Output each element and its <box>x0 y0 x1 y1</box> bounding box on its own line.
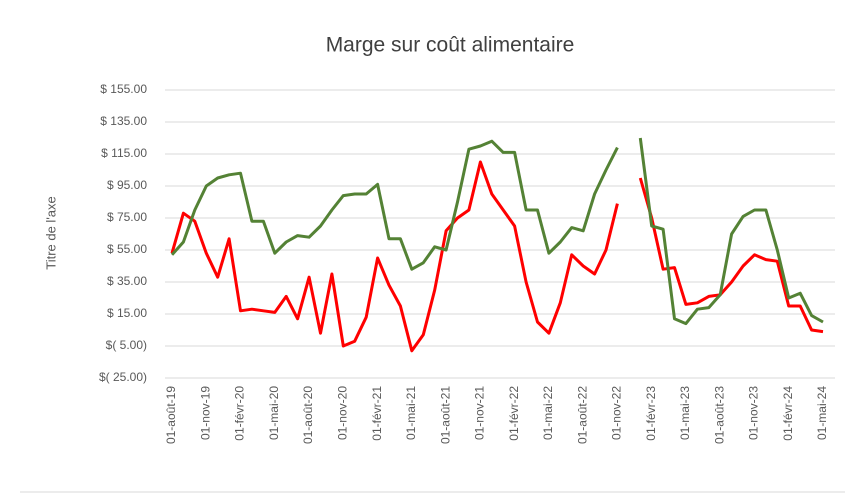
y-tick-label: $ 115.00 <box>101 146 147 160</box>
line-series <box>170 160 824 353</box>
y-tick-label: $ 75.00 <box>107 210 147 224</box>
x-tick-label: 01-mai-21 <box>404 386 418 440</box>
x-tick-label: 01-févr-21 <box>370 386 384 441</box>
y-tick-label: $( 5.00) <box>106 338 147 352</box>
y-tick-label: $ 155.00 <box>100 82 147 96</box>
y-tick-label: $ 95.00 <box>107 178 147 192</box>
y-tick-label: $ 55.00 <box>107 242 147 256</box>
x-tick-label: 01-févr-24 <box>781 386 795 441</box>
x-tick-label: 01-févr-23 <box>644 386 658 441</box>
x-tick-label: 01-févr-20 <box>233 386 247 441</box>
x-tick-label: 01-août-21 <box>438 386 452 444</box>
x-tick-label: 01-nov-20 <box>335 386 349 440</box>
x-tick-label: 01-nov-19 <box>198 386 212 440</box>
x-tick-label: 01-août-19 <box>164 386 178 444</box>
x-tick-label: 01-mai-23 <box>678 386 692 440</box>
chart-title: Marge sur coût alimentaire <box>326 34 575 57</box>
y-tick-label: $( 25.00) <box>99 370 147 384</box>
x-tick-label: 01-août-22 <box>575 386 589 444</box>
x-tick-label: 01-août-23 <box>712 386 726 444</box>
x-tick-label: 01-nov-21 <box>473 386 487 440</box>
y-tick-label: $ 35.00 <box>107 274 147 288</box>
x-tick-label: 01-mai-20 <box>267 386 281 440</box>
x-tick-label: 01-nov-23 <box>747 386 761 440</box>
y-axis-label: Titre de l'axe <box>43 196 58 270</box>
x-tick-label: 01-août-20 <box>301 386 315 444</box>
y-tick-label: $ 135.00 <box>100 114 147 128</box>
x-tick-label: 01-nov-22 <box>610 386 624 440</box>
line-series <box>170 137 824 326</box>
y-tick-label: $ 15.00 <box>107 306 147 320</box>
x-tick-label: 01-mai-24 <box>815 386 829 440</box>
x-tick-label: 01-févr-22 <box>507 386 521 441</box>
x-tick-label: 01-mai-22 <box>541 386 555 440</box>
